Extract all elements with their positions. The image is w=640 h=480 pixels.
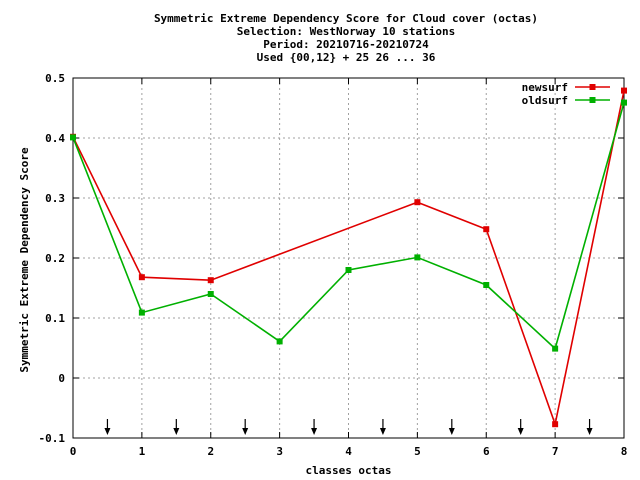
x-tick-label: 0 bbox=[70, 445, 77, 458]
x-axis-label: classes octas bbox=[305, 464, 391, 477]
x-axis: 0 1 2 3 4 5 6 7 8 bbox=[70, 78, 628, 458]
y-axis-label: Symmetric Extreme Dependency Score bbox=[18, 147, 31, 373]
down-arrow-icon bbox=[379, 419, 386, 435]
legend-swatch-marker bbox=[589, 84, 596, 90]
legend-swatch-marker bbox=[589, 97, 596, 103]
x-tick-label: 7 bbox=[552, 445, 559, 458]
down-arrow-icon bbox=[586, 419, 593, 435]
down-arrow-icon bbox=[173, 419, 180, 435]
data-point bbox=[552, 345, 559, 352]
data-point bbox=[621, 99, 627, 106]
data-point bbox=[207, 291, 214, 297]
data-point bbox=[483, 282, 490, 288]
data-point bbox=[345, 267, 352, 273]
y-tick-label: 0.4 bbox=[45, 132, 65, 145]
down-arrow-icon bbox=[104, 419, 111, 435]
data-point bbox=[138, 309, 145, 316]
data-point bbox=[276, 338, 283, 345]
y-tick-label: 0.1 bbox=[45, 312, 65, 325]
legend-item-oldsurf: oldsurf bbox=[522, 94, 610, 107]
data-point bbox=[552, 421, 559, 428]
data-point bbox=[70, 134, 76, 141]
y-tick-label: -0.1 bbox=[39, 432, 66, 445]
x-tick-label: 1 bbox=[139, 445, 146, 458]
x-tick-label: 8 bbox=[621, 445, 628, 458]
data-point bbox=[414, 199, 421, 206]
x-tick-label: 5 bbox=[414, 445, 421, 458]
legend-label: newsurf bbox=[522, 81, 568, 94]
title-line-0: Symmetric Extreme Dependency Score for C… bbox=[154, 12, 538, 25]
down-arrow-icon bbox=[311, 419, 318, 435]
data-point bbox=[483, 226, 490, 233]
down-arrow-icon bbox=[448, 419, 455, 435]
y-tick-label: 0.5 bbox=[45, 72, 65, 85]
down-arrow-icon bbox=[517, 419, 524, 435]
title-line-1: Selection: WestNorway 10 stations bbox=[237, 25, 456, 38]
x-tick-label: 6 bbox=[483, 445, 490, 458]
data-series bbox=[70, 87, 627, 428]
series-oldsurf bbox=[70, 99, 627, 352]
y-tick-label: 0.3 bbox=[45, 192, 65, 205]
data-point bbox=[414, 254, 421, 261]
x-tick-label: 3 bbox=[276, 445, 283, 458]
y-axis: -0.1 0 0.1 0.2 0.3 0.4 0.5 bbox=[39, 72, 624, 445]
y-tick-label: 0 bbox=[58, 372, 65, 385]
legend-label: oldsurf bbox=[522, 94, 568, 107]
legend-item-newsurf: newsurf bbox=[522, 81, 610, 94]
title-line-2: Period: 20210716-20210724 bbox=[263, 38, 429, 51]
title-line-3: Used {00,12} + 25 26 ... 36 bbox=[257, 51, 436, 64]
data-point bbox=[138, 274, 145, 281]
chart-title: Symmetric Extreme Dependency Score for C… bbox=[154, 12, 538, 64]
data-point bbox=[207, 277, 214, 284]
x-tick-label: 4 bbox=[345, 445, 352, 458]
down-arrow-icon bbox=[242, 419, 249, 435]
y-tick-label: 0.2 bbox=[45, 252, 65, 265]
class-boundary-arrows bbox=[104, 419, 593, 435]
x-tick-label: 2 bbox=[207, 445, 214, 458]
data-point bbox=[621, 87, 627, 94]
